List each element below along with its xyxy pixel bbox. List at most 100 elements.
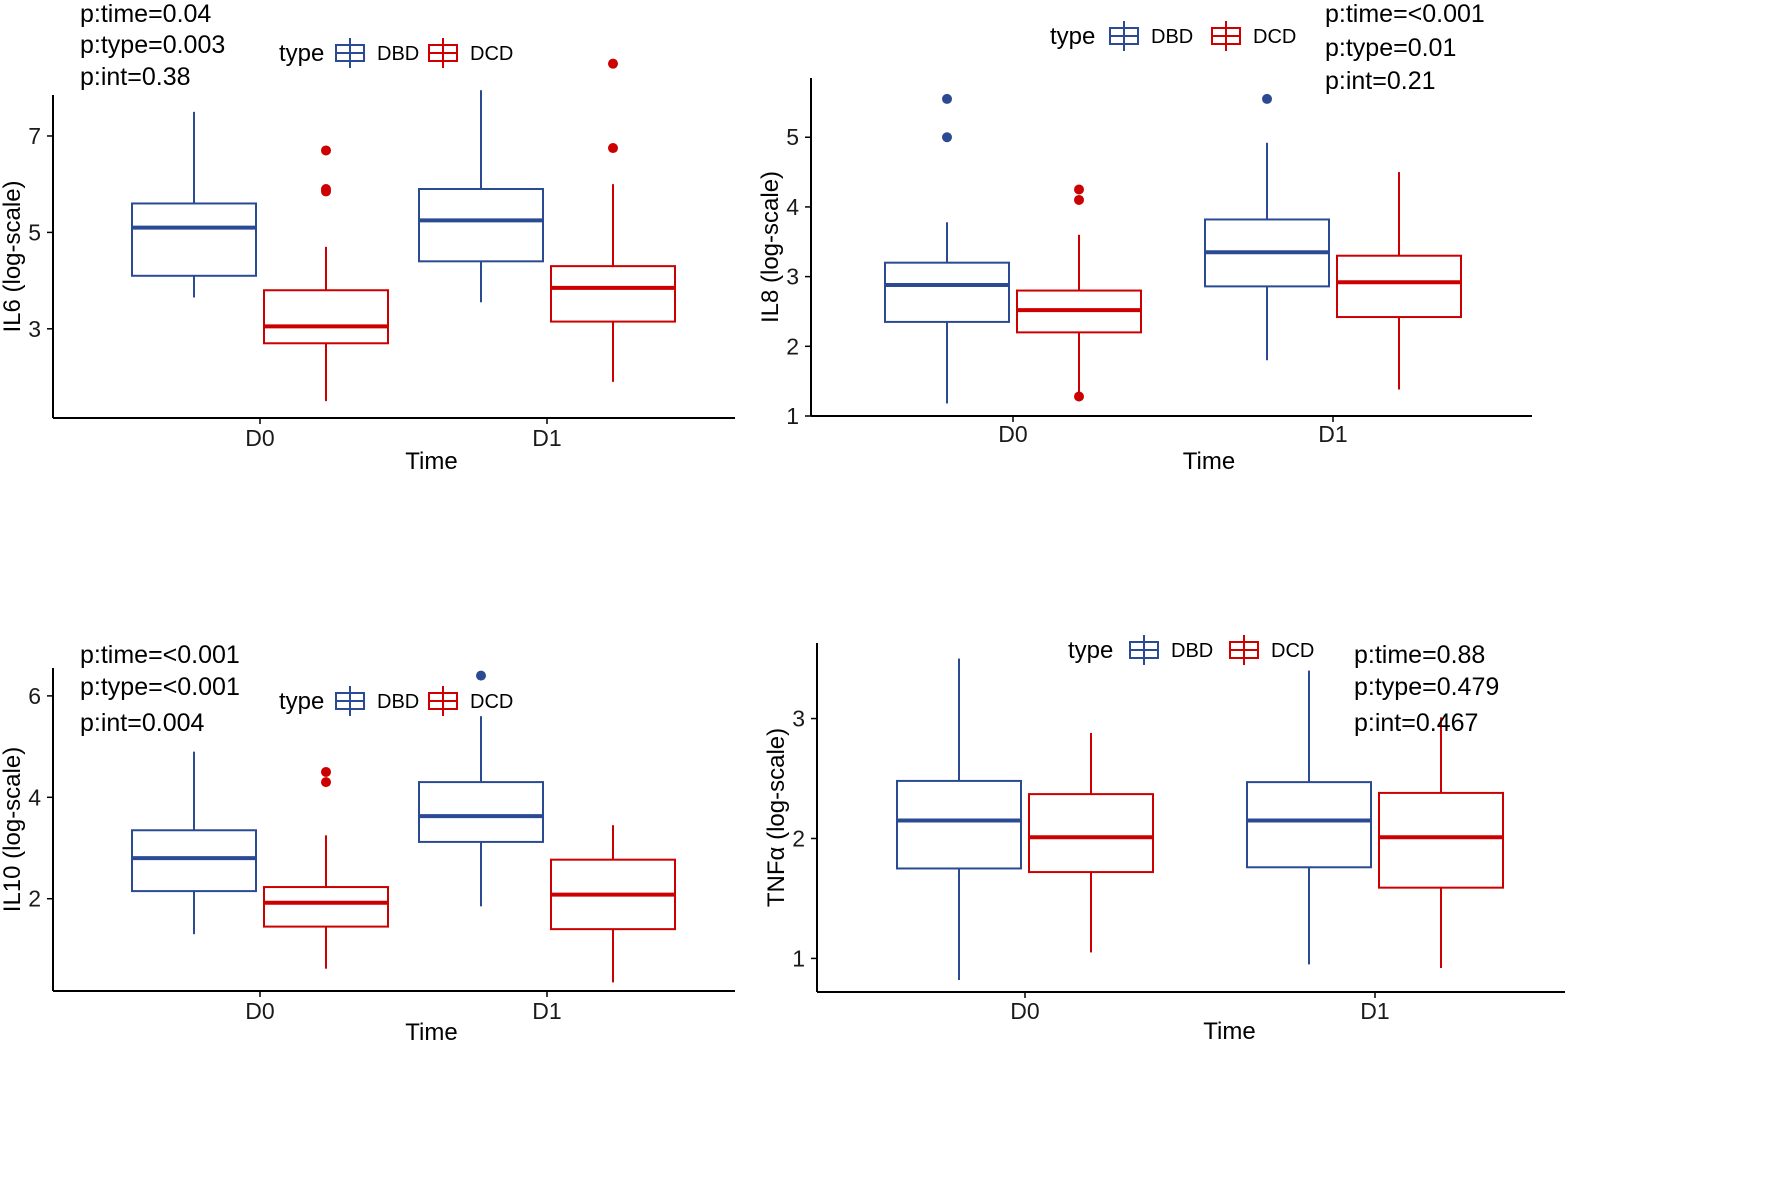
legend-label-dcd: DCD — [1253, 26, 1296, 48]
legend-key-dbd — [335, 686, 365, 716]
box-dcd-d1 — [550, 825, 676, 983]
box-dcd-d1 — [550, 58, 676, 382]
outlier-point — [1074, 194, 1084, 205]
y-tick-label: 5 — [28, 219, 41, 245]
iqr-box — [884, 261, 1010, 323]
x-tick-label: D0 — [998, 421, 1027, 447]
legend: type DBD DCD — [279, 686, 513, 716]
legend-title: type — [1050, 23, 1095, 50]
y-tick-label: 3 — [792, 706, 805, 732]
outlier-point — [321, 766, 331, 777]
legend-label-dcd: DCD — [1271, 640, 1314, 662]
x-tick-label: D0 — [1010, 998, 1039, 1024]
panel-il6: 3 5 7 D0 D1 Time IL6 (log-scale) p:time=0.04 p:t… — [0, 0, 735, 475]
panel-il8: 1 2 3 4 5 D0 D1 Time IL8 (log-scale) p:time=<0.00… — [757, 0, 1532, 475]
p-value-annotation: p:time=0.04 — [80, 0, 211, 28]
legend-title: type — [279, 40, 324, 67]
x-axis-title: Time — [1183, 448, 1235, 475]
iqr-box — [1378, 791, 1504, 889]
outlier-point — [321, 145, 331, 156]
box-dbd-d1 — [418, 90, 544, 303]
y-tick-label: 6 — [28, 683, 41, 709]
panel-il10: 2 4 6 D0 D1 Time IL10 (log-scale) p:time=<0.001… — [0, 641, 735, 1046]
outlier-point — [1262, 93, 1272, 104]
y-tick-label: 2 — [28, 886, 41, 912]
iqr-box — [1028, 793, 1154, 874]
p-value-annotation: p:type=0.479 — [1354, 673, 1499, 701]
box-dcd-d0 — [263, 145, 389, 402]
p-value-annotation: p:type=0.003 — [80, 31, 225, 59]
legend-label-dcd: DCD — [470, 43, 513, 65]
outlier-point — [321, 777, 331, 788]
legend-key-dbd — [1109, 21, 1139, 51]
box-dbd-d0 — [884, 93, 1010, 404]
outlier-point — [476, 670, 486, 681]
iqr-box — [1246, 781, 1372, 869]
x-axis-title: Time — [405, 448, 457, 475]
legend-title: type — [279, 688, 324, 715]
legend-title: type — [1068, 637, 1113, 664]
box-dbd-d1 — [1246, 670, 1372, 965]
outlier-point — [608, 143, 618, 154]
outlier-point — [942, 93, 952, 104]
p-value-annotation: p:int=0.467 — [1354, 709, 1478, 737]
box-dcd-d0 — [1016, 184, 1142, 402]
y-tick-label: 4 — [28, 784, 41, 810]
p-value-annotation: p:int=0.21 — [1325, 67, 1436, 95]
y-tick-label: 4 — [786, 194, 799, 220]
y-tick-label: 1 — [786, 403, 799, 429]
x-axis-title: Time — [1203, 1018, 1255, 1045]
iqr-box — [131, 829, 257, 893]
legend-key-dbd — [335, 38, 365, 68]
p-value-annotation: p:time=<0.001 — [80, 641, 240, 669]
legend-key-dcd — [428, 686, 458, 716]
panel-tnfa: 1 2 3 D0 D1 Time TNFα (log-scale) p:time=0.88 p:… — [763, 635, 1565, 1045]
outlier-point — [942, 132, 952, 143]
legend: type DBD DCD — [279, 38, 513, 68]
legend-key-dcd — [1211, 21, 1241, 51]
y-tick-label: 2 — [792, 825, 805, 851]
x-tick-label: D1 — [532, 998, 561, 1024]
box-dcd-d0 — [263, 766, 389, 969]
box-dcd-d1 — [1336, 172, 1462, 390]
legend-key-dbd — [1129, 635, 1159, 665]
p-value-annotation: p:time=<0.001 — [1325, 0, 1485, 28]
y-tick-label: 2 — [786, 333, 799, 359]
box-dbd-d1 — [418, 670, 544, 907]
iqr-box — [263, 886, 389, 928]
x-tick-label: D0 — [245, 425, 274, 451]
iqr-box — [550, 265, 676, 323]
y-axis-title: IL10 (log-scale) — [0, 747, 26, 912]
x-axis-title: Time — [405, 1019, 457, 1046]
iqr-box — [1336, 254, 1462, 319]
p-value-annotation: p:type=<0.001 — [80, 673, 240, 701]
y-axis-title: IL6 (log-scale) — [0, 180, 26, 332]
legend-label-dbd: DBD — [377, 691, 419, 713]
x-tick-label: D1 — [532, 425, 561, 451]
box-dbd-d0 — [131, 111, 257, 298]
p-value-annotation: p:type=0.01 — [1325, 34, 1456, 62]
legend-label-dbd: DBD — [377, 43, 419, 65]
legend-label-dbd: DBD — [1171, 640, 1213, 662]
y-tick-label: 7 — [28, 123, 41, 149]
p-value-annotation: p:int=0.38 — [80, 63, 191, 91]
outlier-point — [321, 184, 331, 195]
legend: type DBD DCD — [1068, 635, 1314, 665]
legend-label-dbd: DBD — [1151, 26, 1193, 48]
iqr-box — [263, 289, 389, 345]
legend-label-dcd: DCD — [470, 691, 513, 713]
box-dbd-d0 — [131, 751, 257, 935]
x-tick-label: D1 — [1318, 421, 1347, 447]
y-tick-label: 1 — [792, 945, 805, 971]
y-tick-label: 5 — [786, 124, 799, 150]
p-value-annotation: p:int=0.004 — [80, 709, 205, 737]
legend-key-dcd — [428, 38, 458, 68]
x-tick-label: D1 — [1360, 998, 1389, 1024]
box-dcd-d0 — [1028, 732, 1154, 953]
outlier-point — [1074, 184, 1084, 195]
iqr-box — [131, 202, 257, 277]
outlier-point — [1074, 391, 1084, 402]
p-value-annotation: p:time=0.88 — [1354, 641, 1485, 669]
legend: type DBD DCD — [1050, 21, 1296, 51]
